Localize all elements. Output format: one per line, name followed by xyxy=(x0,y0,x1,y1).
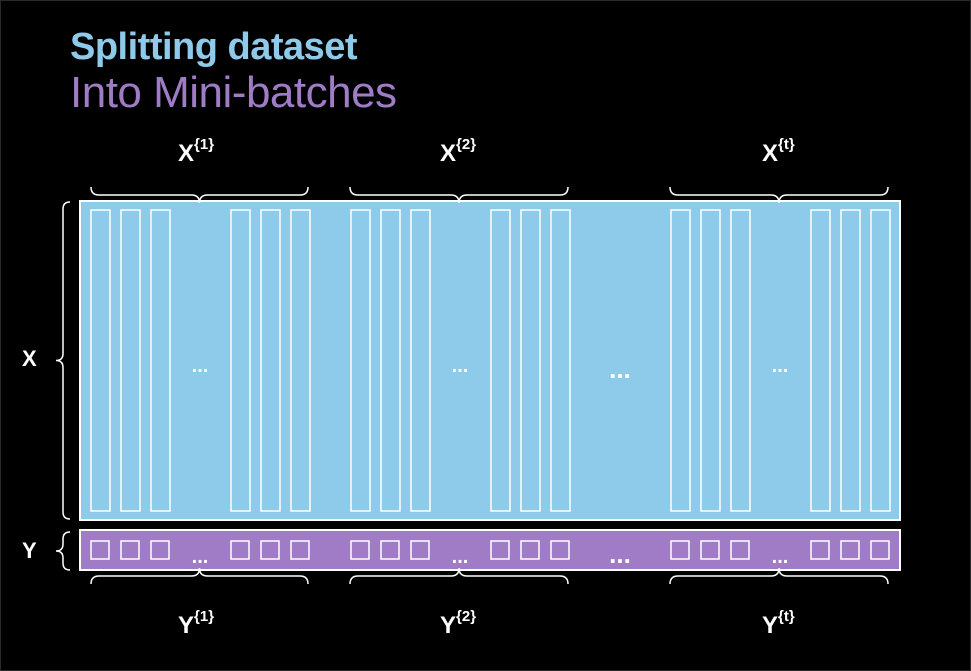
x-example-column xyxy=(410,209,431,512)
x-example-column xyxy=(520,209,541,512)
y-example-square xyxy=(490,540,510,560)
batch-t-x-label: X{t} xyxy=(762,136,795,167)
brace xyxy=(669,567,889,585)
brace xyxy=(669,186,889,204)
y-example-square xyxy=(120,540,140,560)
y-between-batches-ellipsis: ... xyxy=(609,539,631,569)
x-matrix-label: X xyxy=(22,346,37,371)
slide-subtitle: Into Mini-batches xyxy=(70,68,397,117)
x-example-column xyxy=(840,209,861,512)
x-example-column xyxy=(260,209,281,512)
brace xyxy=(55,201,71,520)
y-squares xyxy=(90,540,890,560)
brace xyxy=(90,567,309,585)
brace xyxy=(55,531,71,571)
x-batch-2-ellipsis: ... xyxy=(452,355,469,377)
x-example-column xyxy=(810,209,831,512)
y-example-square xyxy=(840,540,860,560)
y-example-square xyxy=(870,540,890,560)
x-example-column xyxy=(120,209,141,512)
x-batch-t-ellipsis: ... xyxy=(772,355,789,377)
brace xyxy=(90,186,309,204)
x-example-column xyxy=(290,209,311,512)
y-batch-t-ellipsis: ... xyxy=(772,546,789,568)
x-example-column xyxy=(870,209,891,512)
slide-title: Splitting dataset xyxy=(70,26,358,68)
y-example-square xyxy=(410,540,430,560)
y-example-square xyxy=(150,540,170,560)
x-example-column xyxy=(490,209,511,512)
x-matrix-block xyxy=(79,200,901,521)
brace xyxy=(349,186,569,204)
y-example-square xyxy=(260,540,280,560)
y-example-square xyxy=(700,540,720,560)
y-example-square xyxy=(230,540,250,560)
x-example-column xyxy=(730,209,751,512)
x-example-column xyxy=(350,209,371,512)
y-example-square xyxy=(670,540,690,560)
x-example-column xyxy=(90,209,111,512)
y-matrix-label: Y xyxy=(22,538,37,563)
braces xyxy=(55,186,889,585)
batch-2-x-label: X{2} xyxy=(440,136,477,167)
y-example-square xyxy=(380,540,400,560)
y-batch-2-ellipsis: ... xyxy=(452,546,469,568)
y-example-square xyxy=(350,540,370,560)
brace xyxy=(349,567,569,585)
x-example-column xyxy=(380,209,401,512)
y-example-square xyxy=(90,540,110,560)
x-example-column xyxy=(230,209,251,512)
x-example-column xyxy=(150,209,171,512)
x-columns xyxy=(90,209,891,512)
x-between-batches-ellipsis: ... xyxy=(609,354,631,384)
x-example-column xyxy=(700,209,721,512)
batch-1-y-label: Y{1} xyxy=(178,608,215,639)
x-example-column xyxy=(670,209,691,512)
y-example-square xyxy=(550,540,570,560)
y-example-square xyxy=(730,540,750,560)
x-batch-1-ellipsis: ... xyxy=(192,355,209,377)
y-example-square xyxy=(290,540,310,560)
y-batch-1-ellipsis: ... xyxy=(192,546,209,568)
batch-1-x-label: X{1} xyxy=(178,136,215,167)
batch-t-y-label: Y{t} xyxy=(762,608,795,639)
y-example-square xyxy=(520,540,540,560)
x-example-column xyxy=(550,209,571,512)
y-matrix-block xyxy=(79,529,901,571)
batch-2-y-label: Y{2} xyxy=(440,608,477,639)
y-example-square xyxy=(810,540,830,560)
